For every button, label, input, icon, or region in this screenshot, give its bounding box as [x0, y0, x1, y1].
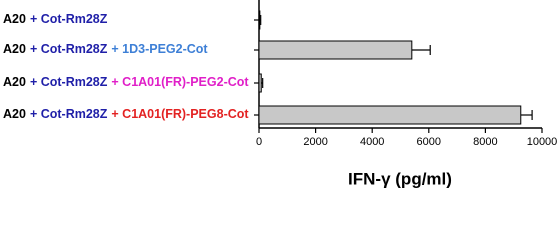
x-tick-label: 0	[256, 136, 262, 148]
label-part: + 1D3-PEG2-Cot	[111, 42, 208, 56]
label-part: A20	[3, 75, 26, 89]
x-tick-label: 6000	[417, 136, 441, 148]
bar	[258, 73, 262, 93]
x-tick-label: 2000	[303, 136, 327, 148]
category-label: A20 + Cot-Rm28Z + 1D3-PEG2-Cot	[3, 42, 208, 56]
label-part: + Cot-Rm28Z	[30, 12, 108, 26]
label-part: A20	[3, 42, 26, 56]
category-label: A20 + Cot-Rm28Z	[3, 12, 108, 26]
error-bar	[261, 78, 264, 88]
page: {"chart_data": {"type": "bar", "orientat…	[3, 0, 557, 189]
error-bar	[259, 15, 262, 25]
category-label: A20 + Cot-Rm28Z + C1A01(FR)-PEG2-Cot	[3, 75, 249, 89]
x-axis-title: IFN-γ (pg/ml)	[348, 169, 452, 188]
error-bar	[520, 110, 533, 120]
bar	[258, 40, 413, 60]
label-part: A20	[3, 107, 26, 121]
label-part: + C1A01(FR)-PEG2-Cot	[111, 75, 249, 89]
chart: IFN-γ (pg/ml) 0 2000 4000 6000 8000 10000 A20 +…	[3, 0, 557, 188]
x-tick-label: 4000	[360, 136, 384, 148]
label-part: + C1A01(FR)-PEG8-Cot	[111, 107, 249, 121]
bar	[258, 10, 261, 30]
category-label: A20 + Cot-Rm28Z + C1A01(FR)-PEG8-Cot	[3, 107, 249, 121]
label-part: A20	[3, 12, 26, 26]
bar	[258, 105, 522, 125]
error-bar	[411, 45, 431, 55]
x-tick-label: 10000	[527, 136, 557, 148]
label-part: + Cot-Rm28Z	[30, 107, 108, 121]
label-part: + Cot-Rm28Z	[30, 42, 108, 56]
label-part: + Cot-Rm28Z	[30, 75, 108, 89]
x-tick-label: 8000	[473, 136, 497, 148]
